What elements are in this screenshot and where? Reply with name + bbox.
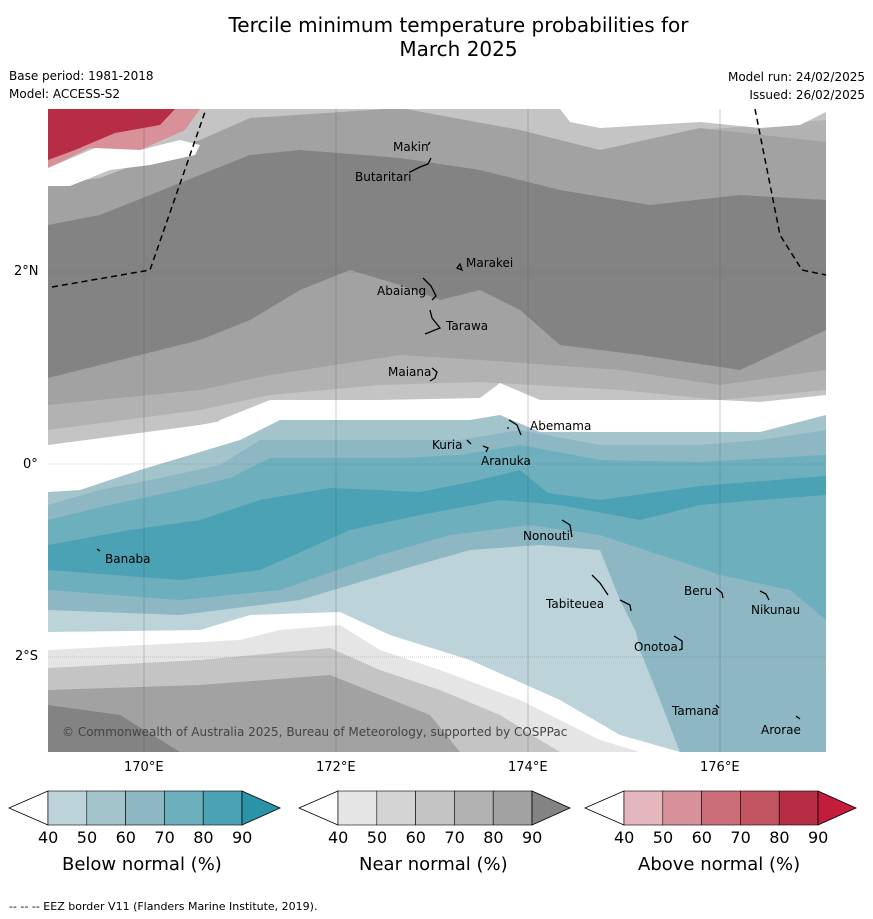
colorbar-tick-label: 90 [522,828,543,847]
near-normal-band-4 [48,150,826,378]
colorbar-tick-label: 60 [115,828,136,847]
place-label: Nonouti [523,529,570,543]
near-normal-south-4 [48,705,180,752]
model-name: Model: ACCESS-S2 [9,87,121,101]
colorbar-segment [623,790,664,826]
graticule [48,109,826,752]
colorbar-extend-high [817,790,857,826]
colorbar-segment [376,790,416,826]
colorbar-tick-label: 90 [808,828,829,847]
colorbar-tick-label: 40 [38,828,59,847]
eez-borders [51,108,827,288]
colorbar-extend-high [531,790,571,826]
colorbar-tick-label: 70 [154,828,175,847]
lon-tick-172e: 172°E [316,760,356,775]
colorbar-segment [86,790,126,826]
place-label: Banaba [105,552,151,566]
colorbar-tick-label: 80 [769,828,790,847]
colorbar-below-normal [7,790,281,826]
colorbar-tick-label: 50 [652,828,674,847]
white-transition-north [48,383,826,492]
place-label: Beru [684,584,713,598]
colorbar-tick-label: 40 [328,828,349,847]
map-fills [48,109,826,752]
lat-tick-2n: 2°N [14,264,39,279]
colorbar-segment [740,790,780,826]
place-label: Onotoa [634,640,678,654]
colorbars [7,790,857,826]
place-label: Arorae [761,723,801,737]
lat-tick-0: 0° [23,457,38,472]
colorbar-near-normal [297,790,571,826]
colorbar-segment [164,790,204,826]
colorbar-tick-label: 40 [614,828,635,847]
place-label: Aranuka [481,454,531,468]
island-outlines [96,141,801,720]
lon-tick-170e: 170°E [124,760,164,775]
white-strip-northeast [560,109,826,128]
colorbar-segment [47,790,88,826]
colorbar-segment [202,790,243,826]
lon-tick-176e: 176°E [700,760,740,775]
place-label: Abemama [530,419,592,433]
colorbar-tick-label: 80 [193,828,214,847]
colorbar-segment [778,790,819,826]
colorbar-segment [492,790,533,826]
below-normal-mid-right [620,555,826,752]
colorbar-tick-label: 90 [232,828,253,847]
map-title: Tercile minimum temperature probabilitie… [0,13,873,61]
colorbar-segment [125,790,165,826]
copyright-notice: © Commonwealth of Australia 2025, Bureau… [62,725,568,739]
colorbar-label-near: Near normal (%) [359,854,508,875]
colorbar-extend-low [7,790,49,826]
colorbar-extend-low [583,790,625,826]
lat-tick-2s: 2°S [15,649,39,664]
near-normal-south-3 [48,675,460,752]
colorbar-above-normal [583,790,857,826]
eez-footer-note: -- -- -- EEZ border V11 (Flanders Marine… [9,900,318,913]
issued-date: Issued: 26/02/2025 [749,88,865,102]
colorbar-segment [662,790,702,826]
colorbar-label-below: Below normal (%) [62,854,222,875]
colorbar-segment [415,790,455,826]
place-label: Nikunau [751,603,801,617]
colorbar-segment [337,790,378,826]
colorbar-segment [701,790,741,826]
place-label: Makin [393,140,429,154]
above-normal-core [48,109,175,160]
colorbar-label-above: Above normal (%) [638,854,801,875]
colorbar-tick-label: 50 [366,828,388,847]
colorbar-extend-high [241,790,281,826]
model-run: Model run: 24/02/2025 [727,70,865,84]
colorbar-tick-label: 60 [691,828,712,847]
place-label: Kuria [432,438,463,452]
place-label: Tarawa [446,319,489,333]
place-label: Marakei [466,256,514,270]
colorbar-tick-label: 60 [405,828,426,847]
place-label: Butaritari [355,170,412,184]
colorbar-tick-label: 80 [483,828,504,847]
base-period: Base period: 1981-2018 [9,69,154,83]
place-label: Tabiteuea [546,597,605,611]
title-line-2: March 2025 [399,37,518,61]
lon-tick-174e: 174°E [508,760,548,775]
white-strip-northwest [48,140,200,186]
colorbar-extend-low [297,790,339,826]
colorbar-tick-label: 70 [444,828,465,847]
colorbar-segment [454,790,494,826]
title-line-1: Tercile minimum temperature probabilitie… [228,13,689,37]
colorbar-tick-label: 70 [730,828,751,847]
place-label: Maiana [388,365,432,379]
colorbar-tick-label: 50 [76,828,98,847]
place-label: Tamana [672,704,719,718]
place-label: Abaiang [377,284,427,298]
